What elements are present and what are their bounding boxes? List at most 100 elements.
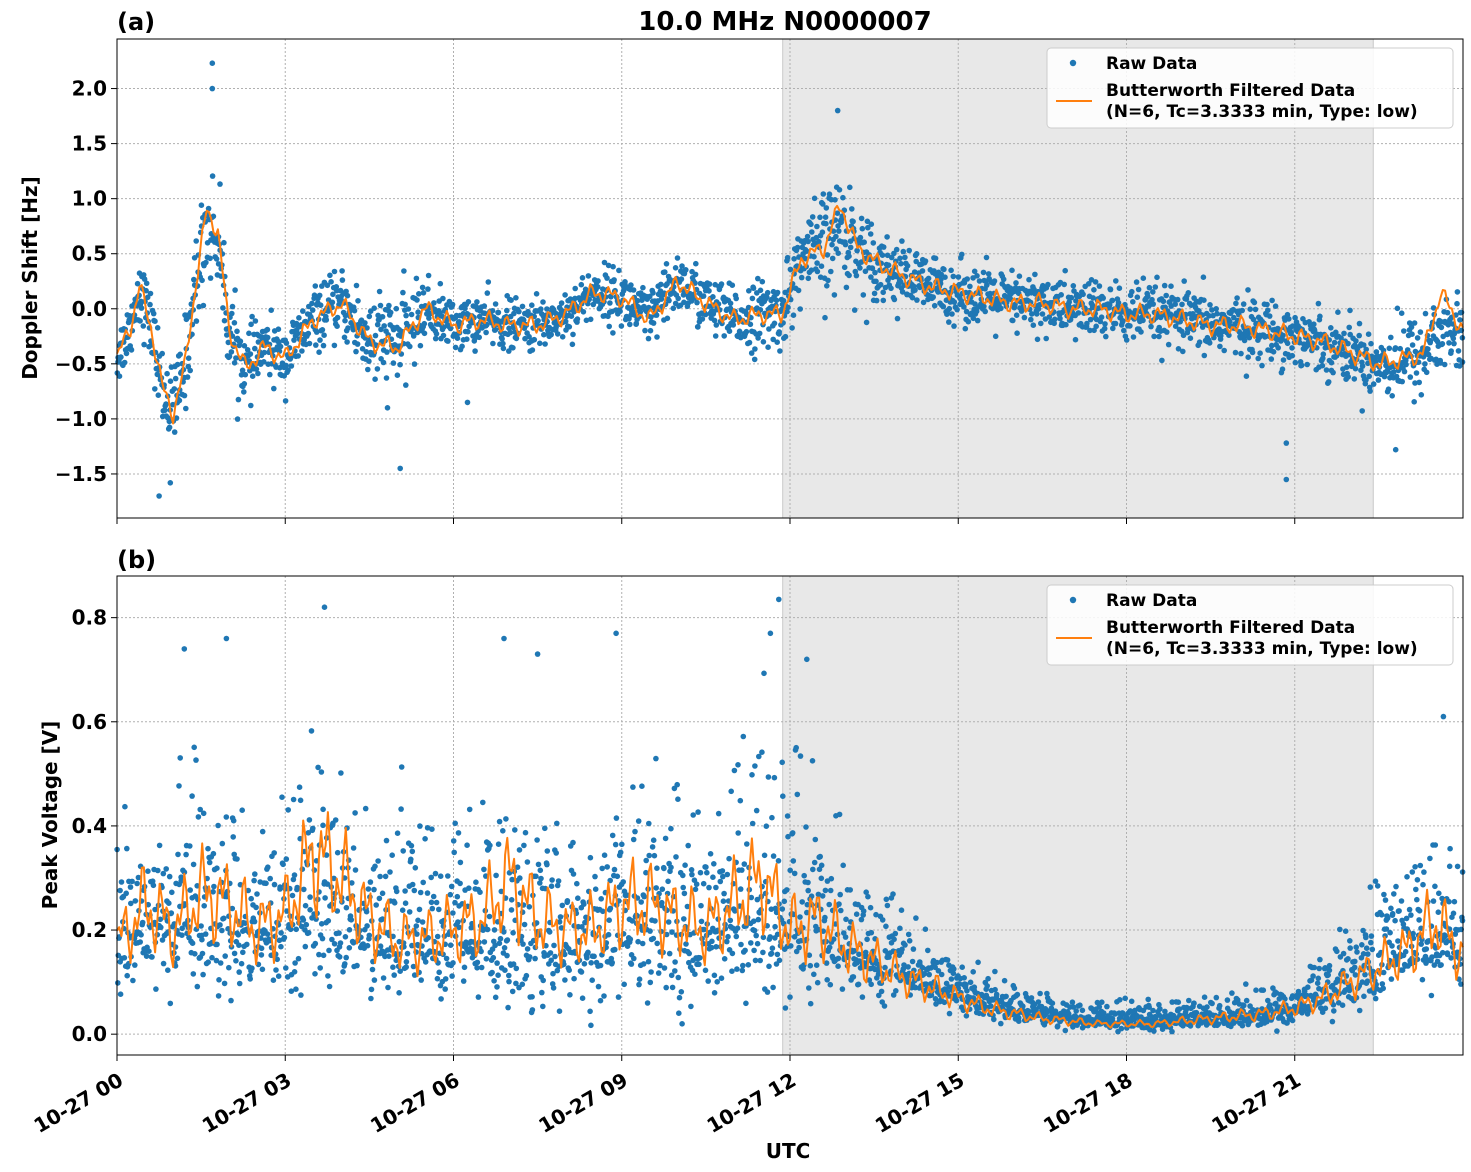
- raw-data-point: [1140, 275, 1147, 282]
- raw-data-point: [1331, 339, 1338, 346]
- raw-data-point: [811, 859, 818, 866]
- raw-data-point: [516, 308, 522, 315]
- raw-data-point: [117, 991, 124, 997]
- raw-data-point: [232, 287, 238, 293]
- raw-data-point: [259, 828, 266, 835]
- raw-data-point: [726, 328, 733, 335]
- raw-data-point: [1425, 346, 1431, 352]
- raw-data-point: [1115, 299, 1122, 306]
- raw-data-point: [664, 315, 671, 322]
- raw-data-point: [653, 312, 660, 318]
- raw-data-point: [639, 940, 646, 947]
- raw-data-point: [156, 493, 162, 499]
- raw-data-point: [1026, 276, 1032, 283]
- raw-data-point: [1129, 288, 1135, 295]
- raw-data-point: [679, 1021, 685, 1027]
- raw-data-point: [583, 317, 590, 324]
- raw-data-point: [368, 995, 374, 1002]
- raw-data-point: [554, 820, 560, 827]
- raw-data-point: [703, 864, 709, 870]
- raw-data-point: [309, 300, 315, 307]
- raw-data-point: [650, 290, 656, 296]
- raw-data-point: [307, 907, 313, 913]
- raw-data-point: [755, 916, 762, 923]
- raw-data-point: [1416, 379, 1422, 386]
- raw-data-point: [761, 670, 767, 677]
- raw-data-point: [774, 339, 780, 346]
- raw-data-point: [813, 962, 820, 968]
- raw-data-point: [1335, 309, 1341, 316]
- raw-data-point: [409, 881, 416, 888]
- raw-data-point: [524, 859, 531, 865]
- raw-data-point: [728, 788, 734, 795]
- raw-data-point: [1393, 373, 1400, 380]
- raw-data-point: [300, 917, 307, 923]
- raw-data-point: [1363, 377, 1369, 383]
- raw-data-point: [1098, 314, 1105, 321]
- raw-data-point: [336, 930, 342, 936]
- raw-data-point: [747, 321, 754, 328]
- raw-data-point: [442, 986, 449, 992]
- raw-data-point: [510, 345, 516, 351]
- raw-data-point: [1110, 325, 1116, 332]
- raw-data-point: [459, 343, 465, 350]
- raw-data-point: [814, 268, 821, 275]
- raw-data-point: [710, 294, 716, 300]
- raw-data-point: [1268, 356, 1275, 362]
- raw-data-point: [350, 326, 357, 333]
- raw-data-point: [199, 950, 206, 957]
- raw-data-point: [303, 921, 310, 928]
- raw-data-point: [824, 252, 831, 258]
- raw-data-point: [317, 337, 323, 343]
- raw-data-point: [364, 325, 370, 331]
- raw-data-point: [678, 276, 685, 282]
- raw-data-point: [539, 989, 545, 996]
- raw-data-point: [166, 900, 172, 906]
- raw-data-point: [187, 367, 193, 374]
- raw-data-point: [902, 254, 908, 261]
- raw-data-point: [393, 305, 400, 312]
- raw-data-point: [326, 947, 332, 954]
- raw-data-point: [159, 350, 165, 357]
- raw-data-point: [365, 886, 372, 892]
- raw-data-point: [632, 828, 638, 835]
- raw-data-point: [503, 816, 509, 822]
- raw-data-point: [372, 332, 379, 339]
- raw-data-point: [209, 60, 216, 66]
- raw-data-point: [233, 355, 239, 361]
- raw-data-point: [1392, 446, 1399, 453]
- raw-data-point: [550, 985, 557, 991]
- raw-data-point: [601, 259, 608, 266]
- raw-data-point: [715, 810, 722, 817]
- raw-data-point: [822, 314, 828, 321]
- raw-data-point: [433, 899, 440, 906]
- raw-data-point: [678, 989, 685, 995]
- raw-data-point: [793, 744, 799, 751]
- raw-data-point: [242, 371, 249, 378]
- raw-data-point: [397, 361, 403, 368]
- raw-data-point: [670, 305, 677, 312]
- raw-data-point: [580, 309, 587, 315]
- raw-data-point: [457, 859, 464, 866]
- raw-data-point: [134, 880, 140, 887]
- raw-data-point: [689, 871, 695, 878]
- raw-data-point: [200, 810, 207, 817]
- raw-data-point: [699, 316, 706, 322]
- raw-data-point: [418, 977, 425, 983]
- raw-data-point: [776, 957, 783, 964]
- raw-data-point: [132, 962, 138, 968]
- raw-data-point: [1259, 362, 1265, 369]
- raw-data-point: [138, 305, 145, 311]
- raw-data-point: [981, 303, 987, 310]
- raw-data-point: [1163, 292, 1169, 299]
- raw-data-point: [1414, 335, 1421, 341]
- raw-data-point: [320, 822, 326, 829]
- raw-data-point: [1286, 316, 1292, 322]
- raw-data-point: [1328, 325, 1334, 331]
- raw-data-point: [452, 344, 459, 351]
- raw-data-point: [413, 275, 420, 282]
- raw-data-point: [919, 268, 926, 274]
- raw-data-point: [562, 292, 568, 298]
- raw-data-point: [616, 267, 622, 274]
- raw-data-point: [508, 897, 515, 903]
